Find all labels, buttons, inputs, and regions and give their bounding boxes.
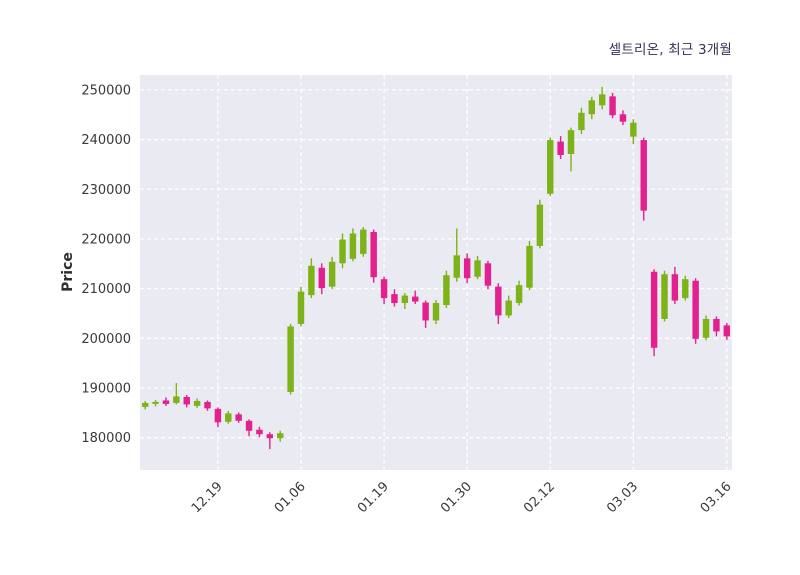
- y-tick-label: 240000: [81, 133, 131, 148]
- candle-body: [328, 261, 336, 287]
- candle-body: [183, 396, 190, 405]
- y-axis-label: Price: [60, 252, 76, 292]
- x-tick-label: 03.03: [604, 479, 641, 516]
- candle-body: [463, 258, 471, 279]
- y-tick-label: 220000: [81, 232, 131, 247]
- candle-body: [235, 414, 242, 421]
- x-tick-label: 12.19: [189, 479, 226, 516]
- candle-body: [526, 245, 533, 288]
- candle-body: [318, 267, 325, 289]
- y-tick-label: 180000: [81, 431, 131, 446]
- x-tick-label: 03.16: [698, 479, 735, 516]
- candle-body: [567, 130, 575, 154]
- candle-body: [141, 402, 149, 407]
- candle-body: [723, 325, 731, 337]
- candle-body: [266, 434, 274, 439]
- candle-body: [682, 279, 689, 299]
- candle-body: [297, 291, 305, 324]
- candle-body: [609, 96, 616, 116]
- candle-body: [360, 229, 367, 254]
- candle-body: [422, 302, 429, 321]
- candle-body: [276, 433, 284, 439]
- candle-body: [578, 112, 585, 131]
- candle-body: [349, 233, 357, 259]
- candle-body: [287, 326, 294, 392]
- candle-body: [536, 204, 544, 246]
- candle-body: [547, 140, 554, 194]
- candle-body: [474, 260, 481, 277]
- candle-body: [619, 114, 627, 122]
- candle-body: [339, 239, 346, 264]
- candle-body: [671, 274, 679, 301]
- y-tick-label: 190000: [81, 382, 131, 397]
- candle-body: [162, 400, 170, 404]
- candle-body: [204, 401, 211, 409]
- y-tick-label: 230000: [81, 183, 131, 198]
- candle-body: [401, 295, 409, 304]
- candle-body: [193, 400, 201, 406]
- candle-body: [702, 318, 710, 338]
- candle-body: [598, 94, 606, 106]
- candle-body: [713, 318, 720, 332]
- x-tick-label: 01.19: [355, 479, 392, 516]
- plot-area: [140, 75, 732, 470]
- candle-body: [443, 275, 450, 306]
- candle-body: [245, 420, 253, 431]
- candle-body: [256, 429, 263, 435]
- candle-body: [640, 140, 647, 211]
- y-tick-label: 250000: [81, 83, 131, 98]
- x-tick-label: 02.12: [521, 479, 558, 516]
- candle-body: [588, 100, 596, 115]
- candle-body: [432, 303, 440, 321]
- x-tick-label: 01.30: [438, 479, 475, 516]
- candle-body: [453, 255, 460, 278]
- candle-body: [650, 271, 658, 348]
- candle-body: [557, 141, 564, 155]
- candle-body: [308, 265, 315, 296]
- candle-body: [515, 285, 523, 304]
- candle-body: [484, 263, 492, 286]
- x-tick-label: 01.06: [272, 479, 309, 516]
- candle-body: [692, 280, 699, 339]
- y-tick-label: 200000: [81, 332, 131, 347]
- candle-body: [214, 408, 222, 423]
- candle-body: [630, 122, 637, 137]
- candle-body: [412, 296, 419, 302]
- candle-body: [370, 232, 377, 278]
- candle-body: [505, 300, 512, 316]
- chart-title: 셀트리온, 최근 3개월: [608, 42, 732, 58]
- candle-body: [495, 286, 502, 316]
- candle-body: [661, 274, 668, 319]
- y-tick-label: 210000: [81, 282, 131, 297]
- candle-body: [380, 279, 388, 299]
- candle-body: [225, 413, 232, 422]
- candle-body: [391, 294, 398, 304]
- candle-body: [173, 396, 180, 403]
- candle-body: [152, 401, 159, 404]
